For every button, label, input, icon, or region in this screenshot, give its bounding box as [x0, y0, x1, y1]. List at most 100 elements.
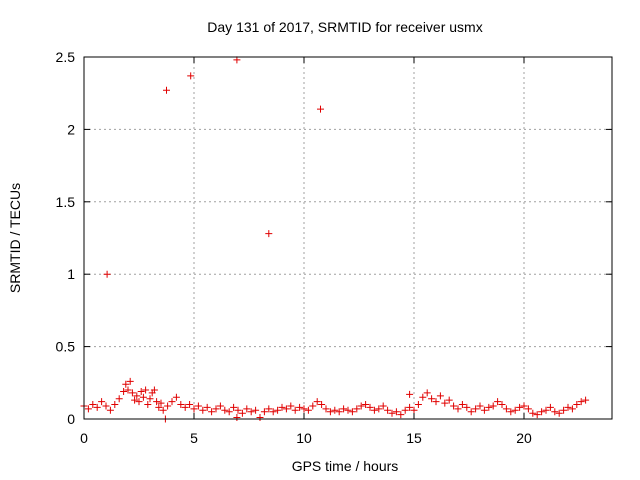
data-point: [463, 403, 471, 411]
data-point: [375, 405, 383, 413]
data-point: [511, 406, 519, 414]
data-point: [551, 408, 559, 416]
data-point: [212, 405, 220, 413]
x-tick-label: 5: [190, 430, 198, 446]
data-point: [153, 398, 161, 406]
data-point: [582, 396, 590, 404]
data-point: [269, 408, 277, 416]
data-point: [406, 390, 414, 398]
data-point: [353, 405, 361, 413]
grid: [84, 57, 612, 419]
y-tick-label: 0.5: [56, 339, 76, 355]
y-tick-label: 1.5: [56, 194, 76, 210]
data-point: [164, 402, 172, 410]
data-point: [221, 406, 229, 414]
data-point: [516, 403, 524, 411]
data-point: [172, 393, 180, 401]
data-point: [419, 393, 427, 401]
data-point: [98, 398, 106, 406]
data-point: [494, 398, 502, 406]
data-point: [199, 406, 207, 414]
x-axis-label: GPS time / hours: [292, 458, 399, 474]
data-point: [436, 392, 444, 400]
data-point: [317, 105, 324, 113]
data-point: [260, 408, 268, 416]
data-point: [546, 403, 554, 411]
y-axis-label: SRMTID / TECUs: [7, 183, 23, 293]
data-point: [142, 386, 150, 394]
data-point: [489, 402, 497, 410]
y-tick-label: 2: [67, 121, 75, 137]
data-point: [84, 405, 92, 413]
data-point: [93, 403, 101, 411]
data-point: [128, 389, 136, 397]
data-points: [80, 56, 590, 423]
data-point: [318, 401, 326, 409]
data-point: [274, 406, 282, 414]
data-point: [348, 408, 356, 416]
data-point: [344, 406, 352, 414]
data-point: [150, 386, 158, 394]
data-point: [203, 403, 211, 411]
data-point: [472, 405, 480, 413]
data-point: [126, 377, 134, 385]
data-point: [157, 399, 165, 407]
data-point: [234, 406, 242, 414]
data-point: [564, 403, 572, 411]
data-point: [366, 403, 374, 411]
data-point: [560, 406, 568, 414]
data-point: [480, 406, 488, 414]
data-point: [476, 402, 484, 410]
data-point: [432, 398, 440, 406]
x-tick-label: 15: [406, 430, 422, 446]
data-point: [225, 408, 233, 416]
data-point: [233, 414, 241, 422]
data-point: [322, 405, 330, 413]
data-point: [300, 405, 308, 413]
y-tick-label: 2.5: [56, 49, 76, 65]
data-point: [485, 403, 493, 411]
data-point: [243, 405, 251, 413]
data-point: [120, 387, 128, 395]
data-point: [168, 398, 176, 406]
data-point: [577, 398, 585, 406]
data-point: [230, 403, 238, 411]
data-point: [265, 230, 273, 238]
data-point: [445, 396, 453, 404]
data-point: [392, 408, 400, 416]
data-point: [133, 392, 141, 400]
data-point: [111, 401, 119, 409]
data-point: [362, 401, 370, 409]
data-point: [498, 401, 506, 409]
data-point: [247, 408, 255, 416]
data-point: [414, 401, 422, 409]
data-point: [538, 408, 546, 416]
data-point: [410, 406, 418, 414]
data-point: [194, 402, 202, 410]
data-point: [159, 406, 167, 414]
data-point: [190, 405, 198, 413]
data-point: [304, 406, 312, 414]
data-point: [256, 414, 264, 422]
x-tick-label: 10: [296, 430, 312, 446]
data-point: [233, 56, 241, 64]
x-tick-label: 0: [80, 430, 88, 446]
data-point: [238, 409, 246, 417]
x-tick-label: 20: [516, 430, 532, 446]
data-point: [326, 408, 334, 416]
data-point: [573, 401, 581, 409]
data-point: [340, 405, 348, 413]
data-point: [379, 402, 387, 410]
data-point: [278, 403, 286, 411]
data-point: [135, 398, 143, 406]
data-point: [102, 402, 110, 410]
data-point: [186, 401, 194, 409]
data-point: [568, 405, 576, 413]
data-point: [406, 403, 414, 411]
data-point: [155, 403, 163, 411]
axis-ticks: 0 5 10 15 20 0 0.5 1 1.5 2 2.5: [56, 49, 612, 446]
data-point: [177, 401, 185, 409]
data-point: [458, 401, 466, 409]
data-point: [139, 393, 147, 401]
